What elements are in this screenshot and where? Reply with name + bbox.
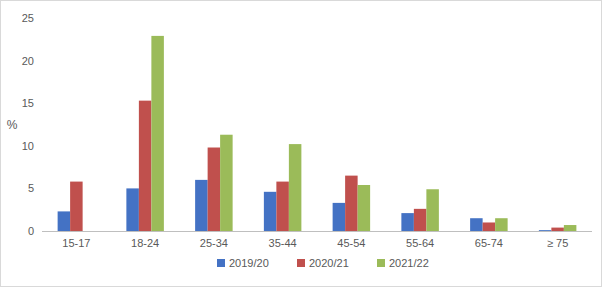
legend-label: 2021/22 [389, 257, 429, 269]
bar [151, 36, 164, 231]
bar [483, 222, 496, 231]
legend-label: 2019/20 [229, 257, 269, 269]
bar [333, 203, 346, 231]
bar [470, 218, 483, 231]
legend-swatch [297, 259, 305, 267]
bar [220, 135, 233, 231]
chart-frame [1, 1, 602, 287]
y-tick-label: 20 [22, 55, 34, 67]
y-tick-label: 25 [22, 12, 34, 24]
y-tick-label: 0 [28, 225, 34, 237]
chart-container: 0 5 10 15 20 25% 15-17 18-24 25-34 35-44 45-54 55-6… [0, 0, 602, 287]
chart-svg: 0 5 10 15 20 25% 15-17 18-24 25-34 35-44 45-54 55-6… [0, 0, 602, 287]
legend-swatch [377, 259, 385, 267]
bar [276, 182, 289, 231]
bar [195, 180, 208, 231]
y-tick-label: 15 [22, 97, 34, 109]
legend: 2019/20 2020/21 2021/22 [217, 257, 429, 269]
y-axis-label: % [7, 118, 18, 132]
bar [495, 218, 508, 231]
bar [551, 228, 564, 231]
bar [539, 230, 552, 231]
x-tick-label: 15-17 [62, 237, 90, 249]
legend-swatch [217, 259, 225, 267]
x-tick-label: 25-34 [200, 237, 228, 249]
bar [426, 189, 439, 231]
bar [208, 148, 221, 231]
x-tick-label: 65-74 [475, 237, 503, 249]
y-tick-label: 5 [28, 182, 34, 194]
bars [58, 36, 577, 231]
x-axis-line [42, 231, 592, 232]
y-tick-label: 10 [22, 140, 34, 152]
legend-label: 2020/21 [309, 257, 349, 269]
bar [358, 185, 371, 231]
bar [345, 176, 358, 231]
bar [401, 213, 414, 231]
bar [58, 211, 71, 231]
x-tick-label: 18-24 [131, 237, 159, 249]
x-tick-label: ≥ 75 [547, 237, 568, 249]
bar [414, 209, 427, 231]
x-tick-label: 55-64 [406, 237, 434, 249]
bar [289, 144, 302, 231]
x-tick-label: 45-54 [337, 237, 365, 249]
bar [264, 192, 277, 231]
bar [139, 101, 152, 231]
bar [126, 188, 139, 231]
x-tick-label: 35-44 [269, 237, 297, 249]
bar [70, 182, 83, 231]
bar [564, 225, 577, 231]
